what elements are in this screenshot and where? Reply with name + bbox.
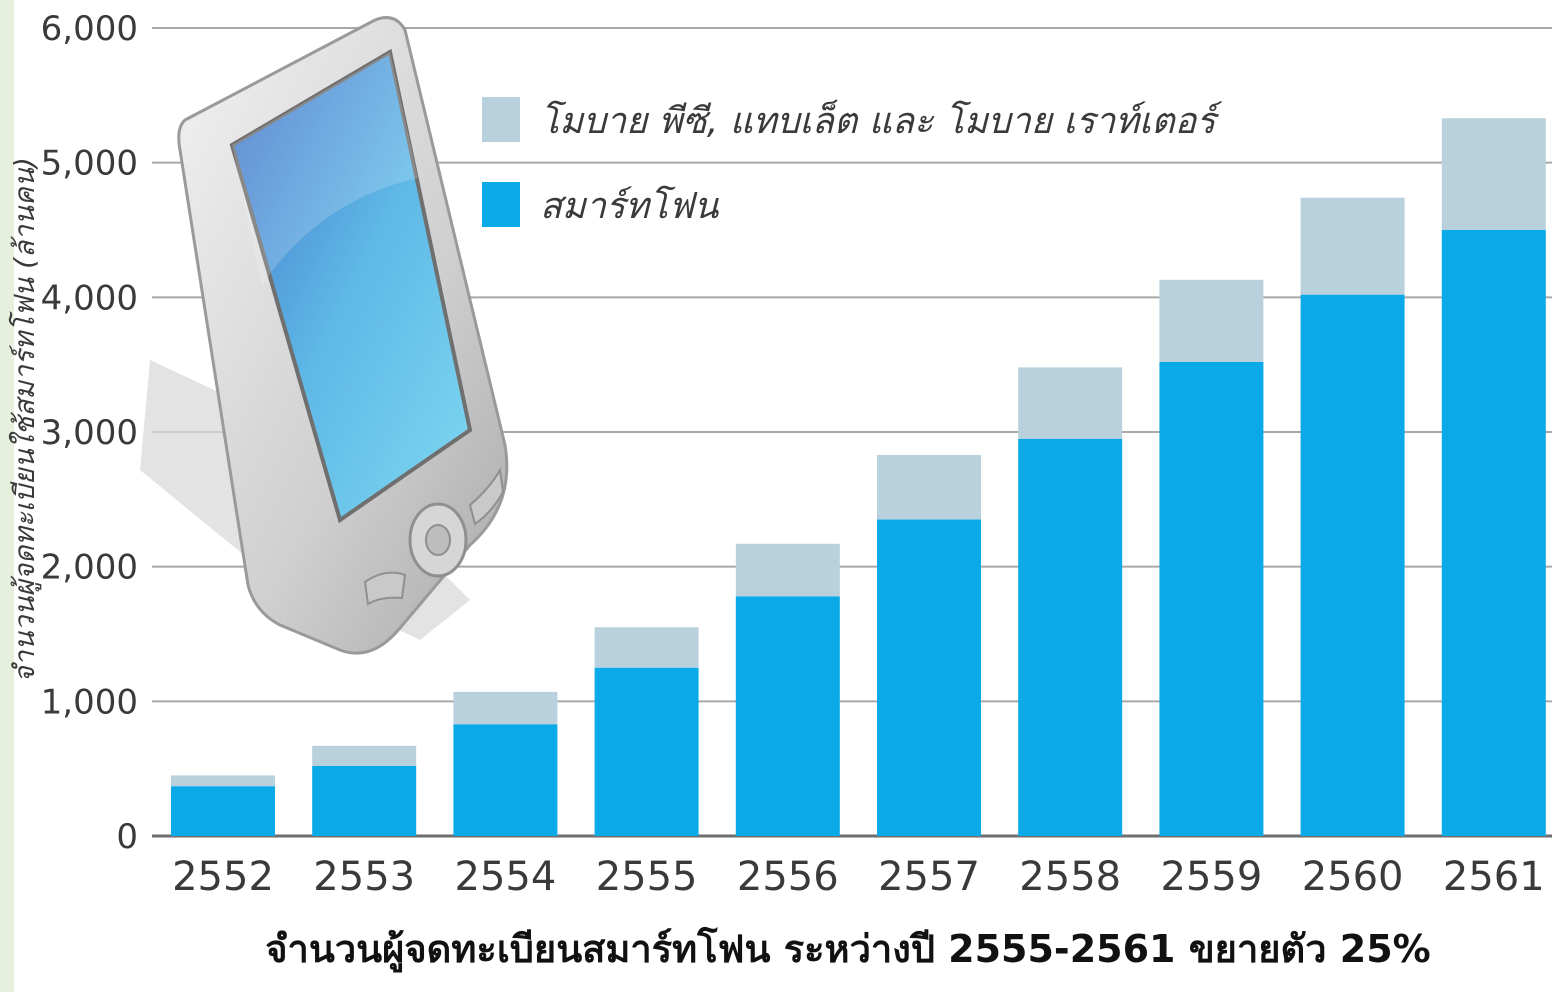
bar-smartphone [877,519,981,836]
left-border-strip [0,0,14,992]
x-category-label: 2556 [737,854,839,900]
bar-mobile-pc [1300,197,1405,295]
bar-mobile-pc [1441,118,1546,230]
legend-label-smartphone: สมาร์ทโฟน [540,185,720,227]
bar-smartphone [1018,438,1123,836]
x-category-label: 2552 [172,854,274,900]
bar-mobile-pc [171,775,275,787]
x-category-label: 2555 [596,854,698,900]
x-axis-categories: 2552 2553 2554 2555 2556 2557 2558 2559 2560 2561 [172,854,1545,900]
bar-smartphone [735,596,840,836]
bar-smartphone [453,724,558,836]
legend: โมบาย พีซี, แทบเล็ต และ โมบาย เราท์เตอร์… [482,97,1223,227]
y-axis-title: จำนวนผู้จดทะเบียนใช้สมาร์ทโฟน (ล้านคน) [8,157,42,683]
bars-group [171,118,1546,836]
y-axis-ticks: 0 1,000 2,000 3,000 4,000 5,000 6,000 [41,9,138,857]
bar-mobile-pc [877,454,981,520]
x-category-label: 2558 [1019,854,1121,900]
bar-mobile-pc [453,691,558,725]
bar-mobile-pc [312,745,417,766]
y-tick-label: 0 [116,817,138,857]
x-category-label: 2554 [455,854,557,900]
bar-mobile-pc [594,627,699,668]
smartphone-illustration-icon [140,16,509,655]
y-tick-label: 3,000 [41,413,138,453]
x-category-label: 2559 [1161,854,1263,900]
bar-smartphone [312,765,417,836]
y-tick-label: 2,000 [41,548,138,588]
bar-smartphone [594,667,699,836]
bar-mobile-pc [1159,279,1264,362]
x-axis-title: จำนวนผู้จดทะเบียนสมาร์ทโฟน ระหว่างปี 255… [265,926,1431,973]
legend-label-mobile-pc: โมบาย พีซี, แทบเล็ต และ โมบาย เราท์เตอร์ [540,99,1223,142]
y-tick-label: 6,000 [41,9,138,49]
bar-mobile-pc [1018,367,1123,439]
x-category-label: 2553 [313,854,415,900]
bar-smartphone [1300,294,1405,836]
y-tick-label: 1,000 [41,682,138,722]
x-category-label: 2561 [1443,854,1545,900]
x-category-label: 2557 [878,854,980,900]
bar-smartphone [1441,230,1546,836]
y-tick-label: 5,000 [41,144,138,184]
y-tick-label: 4,000 [41,278,138,318]
bar-smartphone [171,786,275,836]
legend-swatch-mobile-pc [482,97,520,142]
bar-smartphone [1159,361,1264,836]
legend-swatch-smartphone [482,182,520,227]
x-category-label: 2560 [1302,854,1404,900]
bar-mobile-pc [735,543,840,597]
